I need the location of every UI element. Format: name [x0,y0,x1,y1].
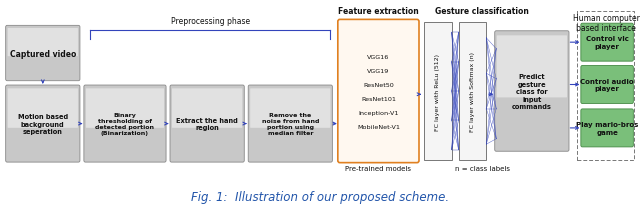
Text: Fig. 1:  Illustration of our proposed scheme.: Fig. 1: Illustration of our proposed sch… [191,190,449,203]
FancyBboxPatch shape [6,86,80,162]
FancyBboxPatch shape [86,89,164,128]
FancyBboxPatch shape [497,36,567,98]
Text: Predict
gesture
class for
input
commands: Predict gesture class for input commands [512,74,552,110]
Text: Captured video: Captured video [10,49,76,58]
Text: n = class labels: n = class labels [455,165,510,171]
FancyBboxPatch shape [581,109,634,147]
FancyBboxPatch shape [338,20,419,163]
Text: Play mario-bros
game: Play mario-bros game [576,122,638,135]
Text: Control vlc
player: Control vlc player [586,36,628,50]
Text: Extract the hand
region: Extract the hand region [176,117,238,131]
Bar [424,22,452,161]
Text: Binary
thresholding of
detected portion
(Binarization): Binary thresholding of detected portion … [95,112,154,136]
Text: Feature extraction: Feature extraction [338,7,419,16]
Text: Pre-trained models: Pre-trained models [346,165,412,171]
FancyBboxPatch shape [250,89,330,128]
Text: Gesture classification: Gesture classification [435,7,529,16]
FancyBboxPatch shape [8,89,78,128]
Text: VGG16

VGG19

ResNet50

ResNet101

Inception-V1

MobileNet-V1: VGG16 VGG19 ResNet50 ResNet101 Inception… [357,54,400,129]
Text: FC layer with ReLu (512): FC layer with ReLu (512) [435,53,440,130]
FancyBboxPatch shape [248,86,332,162]
FancyBboxPatch shape [170,86,244,162]
Bar [459,22,486,161]
Text: Motion based
background
seperation: Motion based background seperation [18,113,68,134]
FancyBboxPatch shape [6,26,80,81]
FancyBboxPatch shape [581,24,634,62]
FancyBboxPatch shape [84,86,166,162]
Bar [577,12,634,161]
Text: Preprocessing phase: Preprocessing phase [170,17,250,26]
Text: Control audio
player: Control audio player [580,78,634,92]
Text: Remove the
noise from hand
portion using
median filter: Remove the noise from hand portion using… [262,112,319,136]
FancyBboxPatch shape [495,32,569,152]
FancyBboxPatch shape [581,66,634,104]
FancyBboxPatch shape [172,89,243,128]
Text: Human computer
based interface: Human computer based interface [573,14,639,33]
FancyBboxPatch shape [8,29,78,57]
Text: FC layer with Softmax (n): FC layer with Softmax (n) [470,52,475,131]
